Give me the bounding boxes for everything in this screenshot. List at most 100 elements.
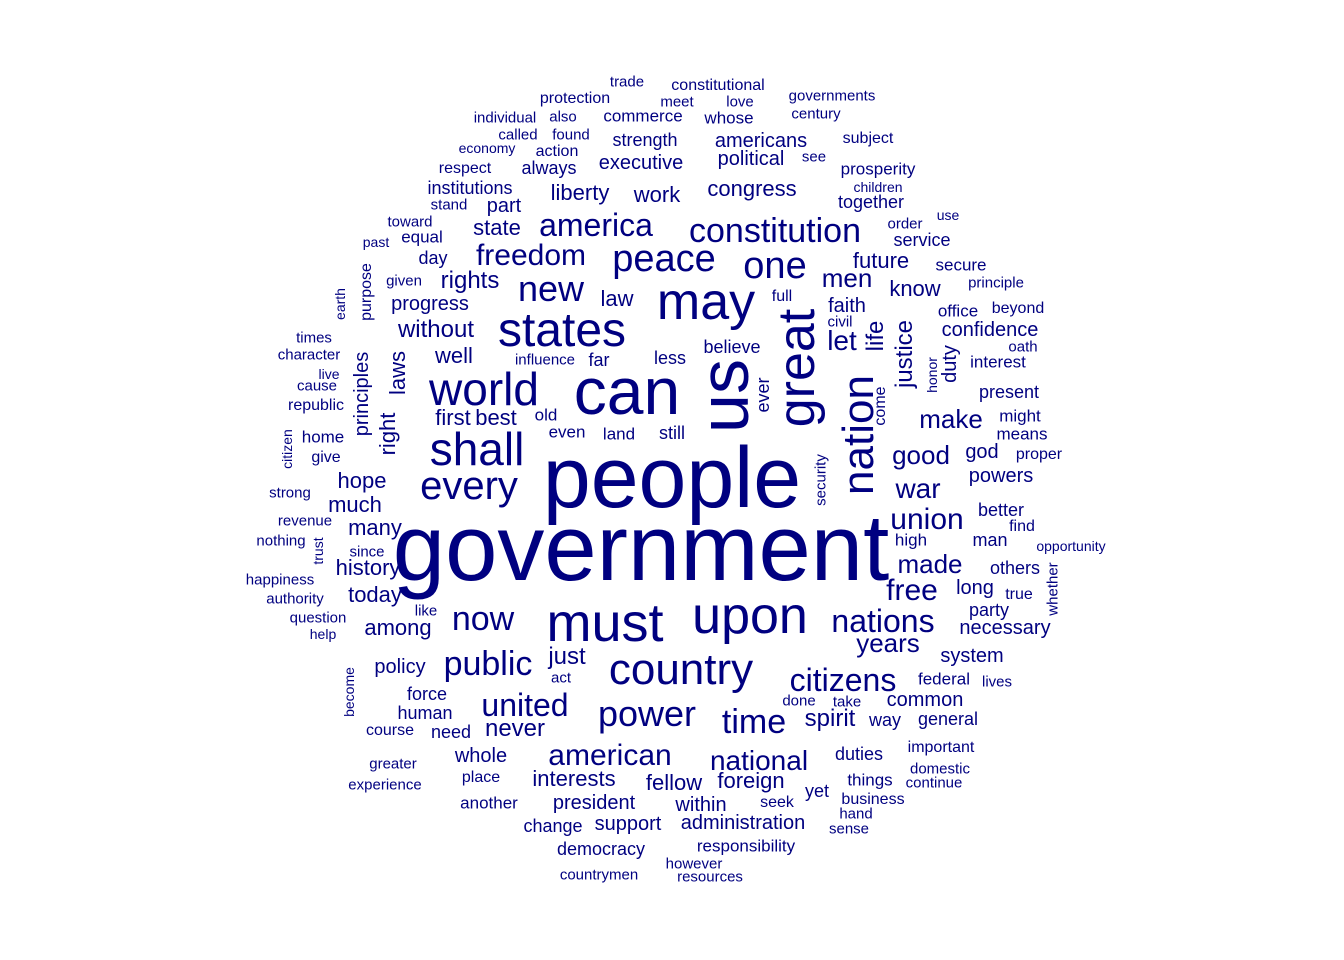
- cloud-word: part: [486, 195, 522, 217]
- cloud-word: institutions: [427, 178, 513, 198]
- cloud-word: also: [549, 108, 577, 126]
- cloud-word: resources: [677, 868, 743, 886]
- cloud-word: character: [277, 346, 341, 364]
- cloud-word: administration: [680, 812, 806, 834]
- cloud-word: duty: [939, 345, 961, 383]
- cloud-word: citizens: [789, 662, 897, 698]
- cloud-word: like: [414, 602, 438, 620]
- cloud-word: security: [812, 454, 830, 506]
- cloud-word: national: [709, 745, 809, 776]
- cloud-word: action: [535, 143, 579, 160]
- cloud-word: without: [397, 316, 475, 343]
- cloud-word: new: [517, 268, 585, 309]
- cloud-word: president: [552, 792, 636, 814]
- cloud-word: governments: [788, 87, 876, 105]
- cloud-word: oath: [1008, 338, 1038, 356]
- cloud-word: life: [862, 320, 889, 352]
- cloud-word: great: [768, 308, 826, 428]
- cloud-word: strength: [612, 130, 678, 150]
- cloud-word: sense: [828, 820, 870, 838]
- cloud-word: work: [633, 182, 681, 207]
- cloud-word: century: [791, 105, 841, 123]
- cloud-word: help: [309, 626, 337, 642]
- cloud-word: still: [659, 423, 685, 443]
- cloud-word: man: [972, 530, 1008, 550]
- cloud-word: see: [801, 148, 827, 166]
- cloud-word: influence: [514, 351, 576, 369]
- cloud-word: hope: [337, 468, 387, 493]
- cloud-word: never: [484, 715, 546, 742]
- cloud-word: necessary: [959, 617, 1051, 639]
- cloud-word: best: [475, 405, 517, 430]
- cloud-word: much: [328, 492, 382, 517]
- cloud-word: america: [539, 207, 653, 243]
- cloud-word: progress: [391, 293, 469, 315]
- cloud-word: secure: [935, 255, 987, 275]
- cloud-word: greater: [369, 755, 417, 773]
- cloud-word: war: [895, 473, 941, 504]
- cloud-word: might: [999, 406, 1041, 426]
- cloud-word: force: [406, 684, 448, 704]
- cloud-word: many: [348, 515, 402, 540]
- cloud-word: whose: [704, 108, 754, 128]
- cloud-word: proper: [1015, 446, 1063, 463]
- cloud-word: less: [653, 348, 687, 368]
- cloud-word: high: [894, 530, 928, 550]
- cloud-word: means: [996, 424, 1048, 444]
- cloud-word: just: [548, 643, 586, 670]
- cloud-word: system: [940, 645, 1004, 667]
- cloud-word: given: [386, 272, 422, 290]
- cloud-word: political: [717, 148, 785, 170]
- cloud-word: yet: [804, 781, 830, 801]
- cloud-word: confidence: [941, 319, 1039, 341]
- cloud-word: lives: [981, 673, 1013, 691]
- cloud-word: better: [977, 500, 1025, 520]
- cloud-word: civil: [827, 313, 853, 331]
- cloud-word: may: [656, 273, 756, 331]
- cloud-word: economy: [458, 140, 516, 156]
- cloud-word: purpose: [358, 263, 375, 321]
- cloud-word: become: [341, 667, 357, 717]
- cloud-word: spirit: [804, 705, 856, 732]
- cloud-word: respect: [438, 160, 492, 177]
- cloud-word: place: [461, 769, 501, 786]
- cloud-word: land: [602, 424, 636, 444]
- cloud-word: past: [362, 234, 390, 250]
- cloud-word: called: [498, 126, 538, 144]
- cloud-word: history: [335, 555, 401, 580]
- cloud-word: party: [968, 600, 1010, 620]
- cloud-word: hand: [839, 805, 873, 823]
- cloud-word: protection: [539, 90, 611, 107]
- cloud-word: another: [460, 793, 518, 813]
- cloud-word: whether: [1044, 562, 1062, 616]
- cloud-word: laws: [385, 350, 410, 396]
- cloud-word: true: [1005, 586, 1033, 603]
- cloud-word: honor: [924, 357, 940, 393]
- cloud-word: now: [451, 600, 515, 638]
- cloud-word: come: [872, 386, 889, 426]
- cloud-word: earth: [332, 288, 348, 320]
- cloud-word: domestic: [909, 760, 971, 778]
- cloud-word: office: [937, 301, 979, 321]
- cloud-word: make: [919, 404, 983, 434]
- cloud-word: times: [296, 329, 332, 347]
- cloud-word: however: [665, 855, 723, 873]
- cloud-word: right: [375, 412, 400, 456]
- cloud-word: americans: [714, 130, 808, 152]
- cloud-word: fellow: [645, 770, 703, 795]
- cloud-word: made: [897, 549, 963, 579]
- cloud-word: opportunity: [1036, 538, 1106, 554]
- cloud-word: even: [548, 422, 586, 442]
- cloud-word: constitutional: [671, 77, 765, 94]
- cloud-word: trade: [609, 73, 645, 91]
- cloud-word: people: [542, 430, 802, 526]
- cloud-word: future: [852, 248, 910, 273]
- cloud-word: powers: [968, 465, 1034, 487]
- cloud-word: full: [771, 288, 793, 305]
- cloud-word: power: [597, 693, 697, 734]
- cloud-word: constitution: [689, 212, 861, 250]
- cloud-word: within: [675, 794, 727, 816]
- cloud-word: love: [726, 93, 754, 111]
- cloud-word: every: [420, 464, 518, 508]
- cloud-word: american: [548, 739, 672, 772]
